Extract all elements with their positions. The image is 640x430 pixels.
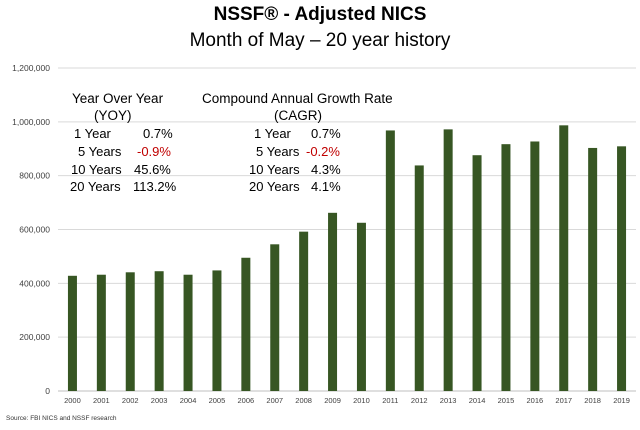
y-tick-label: 0	[45, 386, 50, 396]
y-tick-label: 200,000	[19, 332, 50, 342]
bar	[617, 146, 627, 391]
x-tick-label: 2010	[353, 396, 370, 405]
yoy-heading-abbrev: (YOY)	[94, 108, 132, 123]
x-tick-label: 2011	[382, 396, 398, 405]
y-tick-labels: 0 200,000 400,000 600,000 800,000 1,000,000 1,…	[12, 63, 50, 396]
bar	[270, 244, 280, 391]
bar	[125, 272, 135, 391]
bar	[530, 141, 540, 391]
cagr-label: 10 Years	[249, 162, 300, 177]
yoy-value: 113.2%	[133, 179, 177, 194]
bar	[501, 144, 511, 391]
x-tick-label: 2001	[93, 396, 110, 405]
x-tick-label: 2005	[209, 396, 226, 405]
cagr-value: 0.7%	[311, 126, 341, 141]
y-tick-label: 1,000,000	[12, 117, 50, 127]
x-tick-label: 2013	[440, 396, 457, 405]
cagr-label: 1 Year	[254, 126, 291, 141]
x-tick-label: 2004	[180, 396, 197, 405]
chart-title: NSSF® - Adjusted NICS	[213, 4, 427, 25]
bar	[328, 212, 338, 391]
yoy-heading: Year Over Year	[72, 91, 164, 106]
bar	[96, 274, 106, 391]
yoy-label: 10 Years	[71, 162, 122, 177]
bar	[385, 130, 395, 392]
cagr-label: 20 Years	[249, 179, 300, 194]
x-tick-label: 2016	[527, 396, 544, 405]
bar	[588, 147, 598, 391]
y-tick-label: 400,000	[19, 278, 50, 288]
bar	[183, 274, 193, 391]
bar	[414, 165, 424, 391]
x-tick-label: 2002	[122, 396, 139, 405]
x-tick-label: 2018	[584, 396, 601, 405]
cagr-heading: Compound Annual Growth Rate	[202, 91, 393, 106]
cagr-value: 4.3%	[311, 162, 341, 177]
y-tick-label: 1,200,000	[12, 63, 50, 73]
x-tick-label: 2012	[411, 396, 428, 405]
bar	[212, 270, 222, 391]
yoy-value: 0.7%	[143, 126, 173, 141]
y-tick-label: 800,000	[19, 171, 50, 181]
cagr-heading-abbrev: (CAGR)	[274, 108, 322, 123]
bar	[472, 155, 482, 391]
x-tick-label: 2017	[555, 396, 572, 405]
yoy-label: 5 Years	[78, 144, 122, 159]
bar	[356, 222, 366, 391]
x-tick-labels: 2000 2001 2002 2003 2004 2005 2006 2007 2008 2009…	[64, 396, 630, 405]
x-tick-label: 2015	[498, 396, 515, 405]
bars	[67, 125, 627, 392]
chart-subtitle: Month of May – 20 year history	[189, 30, 451, 51]
x-tick-label: 2014	[469, 396, 486, 405]
bar	[241, 257, 251, 391]
cagr-value: -0.2%	[306, 144, 340, 159]
bar	[299, 231, 309, 391]
y-tick-label: 600,000	[19, 225, 50, 235]
yoy-label: 1 Year	[74, 126, 111, 141]
bar	[443, 129, 453, 391]
bar	[559, 125, 569, 392]
x-tick-label: 2009	[324, 396, 341, 405]
yoy-label: 20 Years	[70, 179, 121, 194]
x-tick-label: 2007	[266, 396, 283, 405]
gridlines	[58, 67, 636, 392]
yoy-value: -0.9%	[137, 144, 171, 159]
source-note: Source: FBI NICS and NSSF research	[6, 415, 117, 422]
x-tick-label: 2000	[64, 396, 81, 405]
x-tick-label: 2019	[613, 396, 630, 405]
cagr-value: 4.1%	[311, 179, 341, 194]
cagr-label: 5 Years	[256, 144, 300, 159]
x-tick-label: 2003	[151, 396, 168, 405]
yoy-value: 45.6%	[134, 162, 171, 177]
bar	[154, 271, 164, 391]
x-tick-label: 2006	[238, 396, 255, 405]
bar	[67, 275, 77, 391]
x-tick-label: 2008	[295, 396, 312, 405]
